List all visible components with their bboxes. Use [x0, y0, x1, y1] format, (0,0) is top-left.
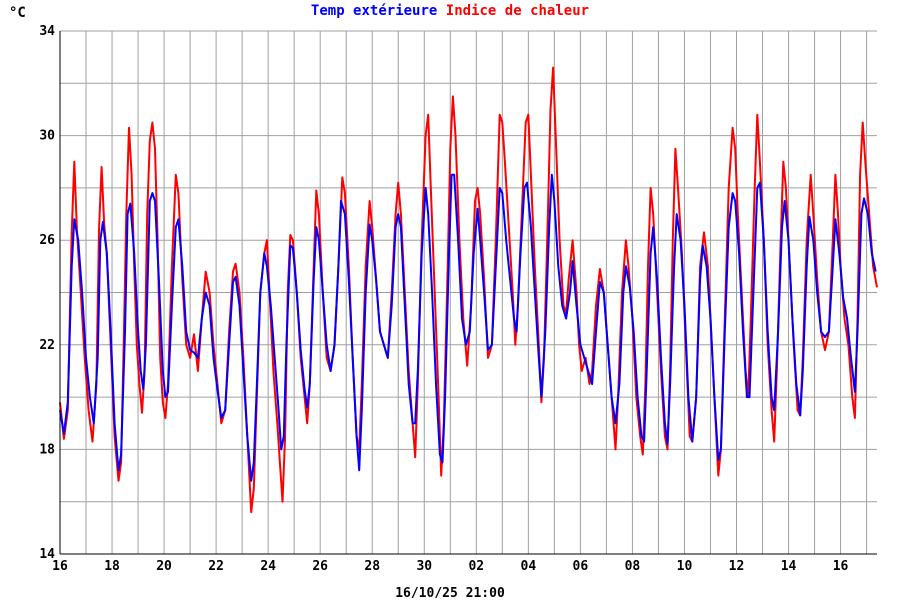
x-tick-label: 24: [260, 559, 276, 574]
x-tick-label: 08: [625, 559, 641, 574]
x-tick-label: 10: [677, 559, 693, 574]
x-tick-label: 30: [416, 559, 432, 574]
y-tick-label: 30: [39, 129, 55, 144]
chart-footer-timestamp: 16/10/25 21:00: [395, 586, 505, 600]
x-tick-label: 02: [468, 559, 484, 574]
y-tick-label: 14: [39, 547, 55, 562]
y-tick-label: 26: [39, 233, 55, 248]
axes: 14 18 22 26 30 34 16 18 20 22 24 26 28 30 02 04 06 08 10 12…: [39, 24, 877, 574]
x-tick-label: 16: [52, 559, 68, 574]
x-tick-label: 18: [104, 559, 120, 574]
y-axis-unit: °C: [9, 5, 26, 21]
x-tick-label: 20: [156, 559, 172, 574]
y-tick-label: 34: [39, 24, 55, 39]
x-tick-label: 26: [312, 559, 328, 574]
x-tick-label: 14: [781, 559, 797, 574]
title-indice-de-chaleur: Indice de chaleur: [446, 3, 589, 19]
x-tick-label: 04: [521, 559, 537, 574]
x-tick-label: 28: [364, 559, 380, 574]
y-tick-label: 18: [39, 442, 55, 457]
chart-title: Temp extérieure Indice de chaleur: [311, 3, 589, 19]
series-temp-exterieure-line: [59, 173, 877, 482]
title-temp-exterieure: Temp extérieure: [311, 3, 437, 19]
y-tick-label: 22: [39, 338, 55, 353]
x-tick-label: 06: [573, 559, 589, 574]
x-tick-label: 22: [208, 559, 224, 574]
grid: [59, 30, 877, 555]
series-layer: [59, 66, 878, 514]
x-tick-label: 16: [833, 559, 849, 574]
x-tick-label: 12: [729, 559, 745, 574]
